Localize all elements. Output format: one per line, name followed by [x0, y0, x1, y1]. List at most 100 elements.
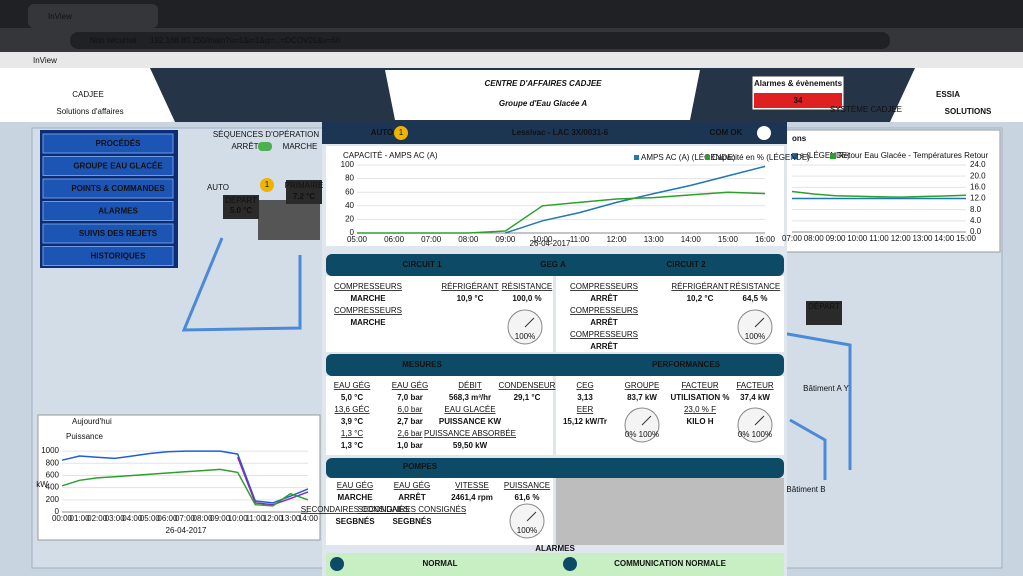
menu-label: HISTORIQUES [91, 252, 147, 261]
app-name: InView [33, 56, 57, 65]
title: CENTRE D'AFFAIRES CADJEE [484, 79, 602, 88]
menu-label: GROUPE EAU GLACÉE [73, 162, 163, 171]
building: Bâtiment B [786, 485, 825, 494]
field-label: GROUPE [625, 381, 660, 390]
field-label: FACTEUR [681, 381, 719, 390]
x-tick-label: 02:00 [87, 514, 108, 523]
sequence-title: SÉQUENCES D'OPÉRATION [213, 130, 320, 139]
x-tick-label: 09:00 [210, 514, 231, 523]
modal-header [322, 122, 787, 144]
legend-label: s (LÉGENDE) [800, 151, 850, 160]
value: ARRÊT [590, 318, 618, 327]
y-tick-label: 80 [345, 174, 354, 183]
modal-title: Lessivac - LAC 3X/0031-6 [512, 128, 609, 137]
x-tick-label: 03:00 [105, 514, 126, 523]
badge-label: 1 [399, 128, 404, 137]
menu-label: PROCÉDÉS [96, 139, 142, 148]
x-tick-label: 15:00 [718, 235, 739, 244]
y-tick-label: 100 [341, 160, 355, 169]
unit: kW [36, 480, 48, 489]
menu-button[interactable] [42, 223, 174, 244]
legend-label: AMPS AC (A) (LÉGENDE) [641, 153, 736, 162]
gauge-needle [754, 415, 765, 426]
x-tick-label: 11:00 [246, 514, 266, 523]
legend-swatch [705, 155, 710, 160]
field-label: CEG [576, 381, 593, 390]
tag: 5.0 °C [230, 206, 253, 215]
gauge-needle [641, 415, 652, 426]
value: 10,9 °C [457, 294, 484, 303]
menu-button[interactable] [42, 201, 174, 221]
y-tick-label: 800 [46, 458, 60, 467]
tag-box [806, 301, 842, 325]
menu-label: POINTS & COMMANDES [71, 184, 165, 193]
field-label: EAU GÉG [392, 381, 428, 390]
date: 26-04-2017 [166, 526, 207, 535]
field-label: 2,6 bar [398, 429, 423, 438]
x-tick-label: 12:00 [607, 235, 628, 244]
tab[interactable] [28, 4, 158, 28]
value: 29,1 °C [514, 393, 541, 402]
alarm-count: 34 [794, 96, 803, 105]
value: ARRÊT [590, 342, 618, 351]
alarm-count-box [754, 93, 842, 108]
x-tick-label: 10:00 [532, 235, 553, 244]
badge-label: 1 [265, 180, 270, 189]
value: SEGBNÉS [392, 517, 432, 526]
field-label: VITESSE [455, 481, 489, 490]
y-tick-label: 16.0 [970, 182, 986, 191]
value: 1,0 bar [397, 441, 423, 450]
field-label: RÉFRIGÉRANT [671, 282, 728, 291]
value: 83,7 kW [627, 393, 657, 402]
com-status: COM OK [710, 128, 743, 137]
field-label: 13,6 GÉC [334, 405, 369, 414]
field-label: SECONDAIRES CONSIGNÉS [358, 505, 466, 514]
field-label: FACTEUR [736, 381, 774, 390]
value: 61,6 % [515, 493, 540, 502]
field-label: SECONDAIRES CONSIGNÉS [301, 505, 409, 514]
value: MARCHE [350, 294, 386, 303]
value: KILO H [686, 417, 713, 426]
y-tick-label: 60 [345, 187, 354, 196]
toggle[interactable] [258, 142, 272, 151]
menu-button[interactable] [42, 133, 174, 154]
section-title: CIRCUIT 1 [402, 260, 442, 269]
y-tick-label: 0 [350, 228, 355, 237]
security: Non sécurisé [90, 36, 137, 45]
x-tick-label: 11:00 [570, 235, 590, 244]
field-label: RÉSISTANCE [502, 282, 553, 291]
power-panel [37, 414, 321, 541]
empty-section [556, 478, 784, 545]
x-tick-label: 13:00 [280, 514, 301, 523]
y-tick-label: 4.0 [970, 216, 982, 225]
brand: ESSIA [936, 90, 960, 99]
value: ARRÊT [398, 493, 426, 502]
x-tick-label: 14:00 [934, 234, 955, 243]
url-field[interactable] [70, 32, 890, 49]
x-tick-label: 14:00 [298, 514, 319, 523]
system: SYSTÈME CADJEE [830, 105, 902, 114]
tag: DÉPART [808, 302, 840, 311]
value: 7,0 bar [397, 393, 423, 402]
x-tick-label: 08:00 [804, 234, 825, 243]
x-tick-label: 12:00 [263, 514, 284, 523]
close[interactable] [757, 126, 771, 140]
menu-button[interactable] [42, 156, 174, 176]
field-label: COMPRESSEURS [570, 330, 638, 339]
logo: CADJEE [72, 90, 104, 99]
field-label: COMPRESSEURS [570, 282, 638, 291]
value: 10,2 °C [687, 294, 714, 303]
legend-label: Retour Eau Glacée - Températures Retour [838, 151, 988, 160]
x-tick-label: 09:00 [495, 235, 516, 244]
field-label: PUISSANCE ABSORBÉE [424, 429, 516, 438]
menu-button[interactable] [42, 178, 174, 199]
url: 192.168.80.250/main?o=1&i=1&q=...=DCOV01… [150, 36, 341, 45]
menu-label: ALARMES [98, 207, 138, 216]
series-line [791, 190, 967, 198]
y-tick-label: 0.0 [970, 227, 982, 236]
field-label: CONDENSEUR [499, 381, 556, 390]
menu-button[interactable] [42, 246, 174, 266]
x-tick-label: 06:00 [384, 235, 405, 244]
